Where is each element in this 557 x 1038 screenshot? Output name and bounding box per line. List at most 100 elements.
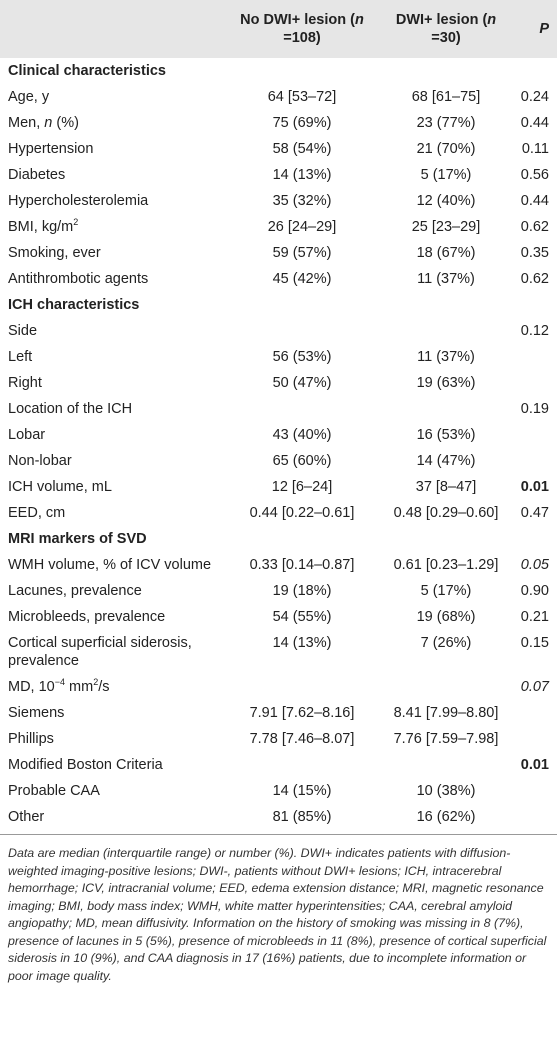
text: Men, (8, 115, 45, 131)
text: (%) (52, 115, 79, 131)
table-cell: 0.01 (510, 474, 557, 500)
table-cell: Antithrombotic agents (8, 271, 149, 287)
table-row: EED, cm 0.44 [0.22–0.61] 0.48 [0.29–0.60] 0… (0, 500, 557, 526)
table-cell: 10 (38%) (416, 783, 476, 799)
table-cell: 56 (53%) (272, 349, 332, 365)
text: /s (98, 679, 110, 695)
table-cell: 11 (37%) (417, 271, 475, 287)
table-cell: 0.44 (520, 193, 549, 209)
table-cell: Phillips (8, 731, 54, 747)
text: MD, 10 (8, 679, 55, 695)
table-cell: 0.56 (520, 167, 549, 183)
text: n (354, 12, 364, 28)
table-cell: Side (8, 323, 38, 339)
table-cell (510, 726, 557, 752)
table-row: Clinical characteristics (0, 58, 557, 84)
table-cell: 16 (53%) (416, 427, 476, 443)
table-cell: 0.33 [0.14–0.87] (249, 557, 355, 573)
table-row: MD, 10−4 mm2/s 0.07 (0, 674, 557, 700)
table-cell (510, 778, 557, 804)
table-row: Lobar 43 (40%) 16 (53%) (0, 422, 557, 448)
table-row: Microbleeds, prevalence 54 (55%) 19 (68%) 0… (0, 604, 557, 630)
table-cell (222, 318, 382, 344)
table-cell: 0.90 (520, 583, 549, 599)
table-cell: 0.61 [0.23–1.29] (393, 557, 499, 573)
table-cell: 65 (60%) (272, 453, 332, 469)
table-cell: 37 [8–47] (415, 479, 477, 495)
table-cell: Non-lobar (8, 453, 72, 469)
table-cell (0, 0, 222, 58)
table-row: Modified Boston Criteria 0.01 (0, 752, 557, 778)
text: 0.07 (520, 679, 549, 695)
table-cell: 18 (67%) (416, 245, 476, 261)
table-cell: Siemens (8, 705, 65, 721)
table-cell: 14 (13%) (272, 167, 332, 183)
table-cell (510, 448, 557, 474)
table-cell: 64 [53–72] (267, 89, 337, 105)
table-cell: 5 (17%) (420, 167, 472, 183)
table-cell: 0.05 (510, 552, 557, 578)
table-cell: 21 (70%) (416, 141, 476, 157)
table-cell: 11 (37%) (417, 349, 475, 365)
table-cell: 0.62 (520, 271, 549, 287)
table-cell: Clinical characteristics (8, 63, 166, 79)
table-cell: 50 (47%) (272, 375, 332, 391)
table-cell: 0.47 (520, 505, 549, 521)
table-cell (222, 396, 382, 422)
text: BMI, kg/m (8, 219, 74, 235)
table-cell: Other (0, 804, 222, 835)
table-cell: 0.44 (520, 115, 549, 131)
table-cell: MD, 10−4 mm2/s (0, 674, 222, 700)
table-row: Right 50 (47%) 19 (63%) (0, 370, 557, 396)
table-cell (510, 422, 557, 448)
table-cell: WMH volume, % of ICV volume (8, 557, 212, 573)
table-cell: Lacunes, prevalence (8, 583, 142, 599)
text: P (539, 21, 549, 37)
table-cell: 0.12 (520, 323, 549, 339)
table-cell: 7.78 [7.46–8.07] (249, 731, 355, 747)
table-row: Siemens 7.91 [7.62–8.16] 8.41 [7.99–8.80] (0, 700, 557, 726)
table-cell: 14 (15%) (272, 783, 332, 799)
table-row: Age, y 64 [53–72] 68 [61–75] 0.24 (0, 84, 557, 110)
table-row: BMI, kg/m2 26 [24–29] 25 [23–29] 0.62 (0, 214, 557, 240)
table-cell: MRI markers of SVD (8, 531, 147, 547)
text: 0.05 (520, 557, 549, 573)
table-row: ICH characteristics (0, 292, 557, 318)
table-row: Lacunes, prevalence 19 (18%) 5 (17%) 0.90 (0, 578, 557, 604)
table-cell: 35 (32%) (272, 193, 332, 209)
table-cell: Men, n (%) (0, 110, 222, 136)
table-cell: 5 (17%) (420, 583, 472, 599)
table-cell: 0.01 (510, 752, 557, 778)
table-cell: 59 (57%) (272, 245, 332, 261)
table-row: Non-lobar 65 (60%) 14 (47%) (0, 448, 557, 474)
table-cell: ICH characteristics (8, 297, 140, 313)
table-cell (382, 396, 510, 422)
table-cell: 8.41 [7.99–8.80] (393, 705, 499, 721)
table-row: Antithrombotic agents 45 (42%) 11 (37%) 0.6… (0, 266, 557, 292)
text: 0.01 (520, 479, 549, 495)
text: =108) (283, 30, 321, 46)
table-cell: 7 (26%) (420, 635, 472, 651)
table-row: MRI markers of SVD (0, 526, 557, 552)
table-cell (382, 752, 510, 778)
table-cell: BMI, kg/m2 (0, 214, 222, 240)
table-cell: EED, cm (8, 505, 66, 521)
table-cell: 19 (68%) (416, 609, 476, 625)
table-cell: 0.11 (521, 141, 549, 157)
table-row: Cortical superficial siderosis, prevalen… (0, 630, 557, 674)
table-row: Phillips 7.78 [7.46–8.07] 7.76 [7.59–7.98] (0, 726, 557, 752)
table-cell: Microbleeds, prevalence (8, 609, 166, 625)
table-row: No DWI+ lesion (n =108) DWI+ lesion (n =… (0, 0, 557, 58)
text: 0.01 (520, 757, 549, 773)
table-cell: 58 (54%) (272, 141, 332, 157)
table-row: Diabetes 14 (13%) 5 (17%) 0.56 (0, 162, 557, 188)
table-cell: 0.21 (520, 609, 549, 625)
table-body: Clinical characteristics Age, y 64 [53–72… (0, 58, 557, 835)
table-cell: 0.24 (520, 89, 549, 105)
table-cell: 14 (47%) (416, 453, 476, 469)
table-cell (382, 674, 510, 700)
text: =30) (431, 30, 461, 46)
table-cell: Lobar (8, 427, 46, 443)
table-cell: Hypercholesterolemia (8, 193, 149, 209)
